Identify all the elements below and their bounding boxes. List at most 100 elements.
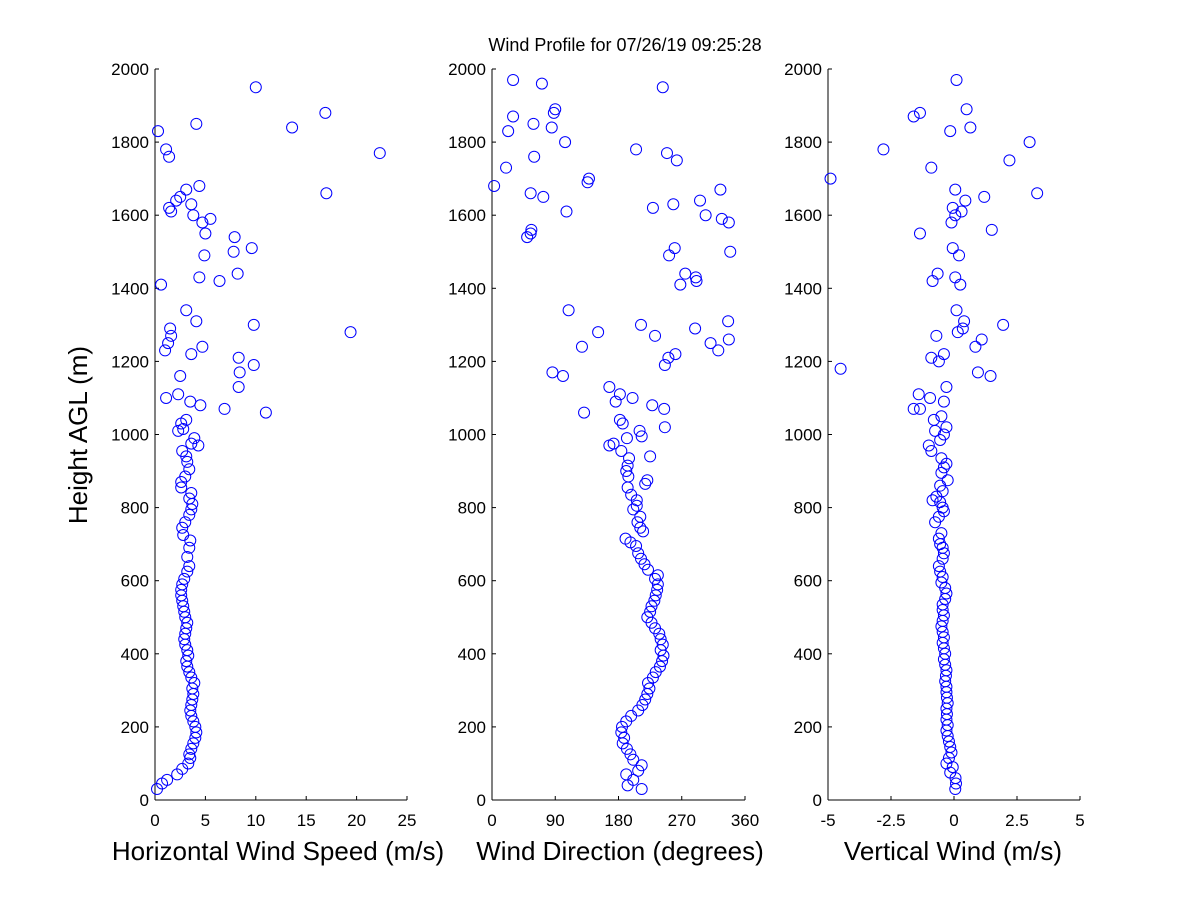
data-point bbox=[179, 470, 192, 483]
data-point bbox=[641, 611, 654, 624]
data-point bbox=[192, 439, 205, 452]
data-point bbox=[620, 465, 633, 478]
y-tick-label: 200 bbox=[458, 718, 486, 737]
x-tick-label: 0 bbox=[949, 811, 958, 830]
x-tick-label: 90 bbox=[546, 811, 565, 830]
y-tick-label: 800 bbox=[794, 499, 822, 518]
data-point bbox=[178, 572, 191, 585]
data-point bbox=[704, 337, 717, 350]
x-tick-label: 180 bbox=[604, 811, 632, 830]
data-point bbox=[956, 322, 969, 335]
data-point bbox=[975, 333, 988, 346]
data-point bbox=[633, 424, 646, 437]
data-point bbox=[913, 106, 926, 119]
data-point bbox=[537, 190, 550, 203]
y-tick-label: 600 bbox=[121, 572, 149, 591]
data-point bbox=[560, 205, 573, 218]
data-point bbox=[630, 143, 643, 156]
data-point bbox=[228, 231, 241, 244]
data-point bbox=[939, 647, 952, 660]
data-point bbox=[674, 278, 687, 291]
data-point bbox=[644, 450, 657, 463]
data-point bbox=[932, 532, 945, 545]
data-point bbox=[662, 351, 675, 364]
data-point bbox=[937, 631, 950, 644]
data-point bbox=[945, 216, 958, 229]
y-tick-label: 1200 bbox=[111, 352, 149, 371]
data-point bbox=[926, 274, 939, 287]
data-point bbox=[259, 406, 272, 419]
y-tick-label: 0 bbox=[813, 791, 822, 810]
x-tick-label: 15 bbox=[297, 811, 316, 830]
data-point bbox=[621, 481, 634, 494]
data-point bbox=[231, 267, 244, 280]
data-point bbox=[1003, 154, 1016, 167]
data-point bbox=[627, 753, 640, 766]
data-point bbox=[175, 481, 188, 494]
data-point bbox=[488, 179, 501, 192]
data-point bbox=[621, 459, 634, 472]
data-point bbox=[592, 326, 605, 339]
data-point bbox=[824, 172, 837, 185]
data-point bbox=[670, 154, 683, 167]
data-point bbox=[172, 424, 185, 437]
data-point bbox=[175, 583, 188, 596]
data-point bbox=[194, 399, 207, 412]
data-point bbox=[941, 474, 954, 487]
y-tick-label: 600 bbox=[458, 572, 486, 591]
data-point bbox=[668, 242, 681, 255]
data-point bbox=[940, 664, 953, 677]
data-point bbox=[946, 242, 959, 255]
data-point bbox=[912, 388, 925, 401]
y-tick-label: 1000 bbox=[448, 426, 486, 445]
data-point bbox=[556, 370, 569, 383]
data-point bbox=[936, 603, 949, 616]
data-point bbox=[528, 150, 541, 163]
data-point bbox=[180, 304, 193, 317]
data-point bbox=[177, 529, 190, 542]
x-tick-label: 10 bbox=[246, 811, 265, 830]
data-point bbox=[645, 600, 658, 613]
data-point bbox=[204, 212, 217, 225]
data-point bbox=[190, 315, 203, 328]
data-point bbox=[500, 161, 513, 174]
data-point bbox=[183, 666, 196, 679]
data-point bbox=[1023, 136, 1036, 149]
data-point bbox=[949, 183, 962, 196]
data-point bbox=[936, 501, 949, 514]
data-point bbox=[189, 720, 202, 733]
y-tick-label: 800 bbox=[458, 499, 486, 518]
data-point bbox=[699, 209, 712, 222]
data-point bbox=[184, 534, 197, 547]
data-point bbox=[247, 318, 260, 331]
data-point bbox=[578, 406, 591, 419]
chart-title: Wind Profile for 07/26/19 09:25:28 bbox=[488, 35, 761, 55]
data-point bbox=[247, 359, 260, 372]
data-point bbox=[183, 463, 196, 476]
data-point bbox=[722, 333, 735, 346]
data-point bbox=[651, 569, 664, 582]
data-point bbox=[181, 565, 194, 578]
data-point bbox=[950, 777, 963, 790]
y-tick-label: 400 bbox=[121, 645, 149, 664]
data-point bbox=[160, 143, 173, 156]
panel-3: 0 200 400 600 800 1000 1200 1400 1600 1800 2000 -5 -… bbox=[784, 60, 1085, 866]
y-tick-label: 0 bbox=[477, 791, 486, 810]
data-point bbox=[935, 620, 948, 633]
data-point bbox=[185, 742, 198, 755]
data-point bbox=[233, 366, 246, 379]
y-tick-label: 1600 bbox=[111, 206, 149, 225]
data-point bbox=[636, 698, 649, 711]
data-point bbox=[950, 73, 963, 86]
x-tick-label: 270 bbox=[668, 811, 696, 830]
data-point bbox=[175, 417, 188, 430]
data-point bbox=[935, 452, 948, 465]
data-point bbox=[649, 329, 662, 342]
data-point bbox=[984, 370, 997, 383]
data-point bbox=[626, 391, 639, 404]
data-point bbox=[507, 110, 520, 123]
data-point bbox=[185, 198, 198, 211]
data-point bbox=[635, 759, 648, 772]
data-point bbox=[658, 402, 671, 415]
data-point bbox=[964, 121, 977, 134]
